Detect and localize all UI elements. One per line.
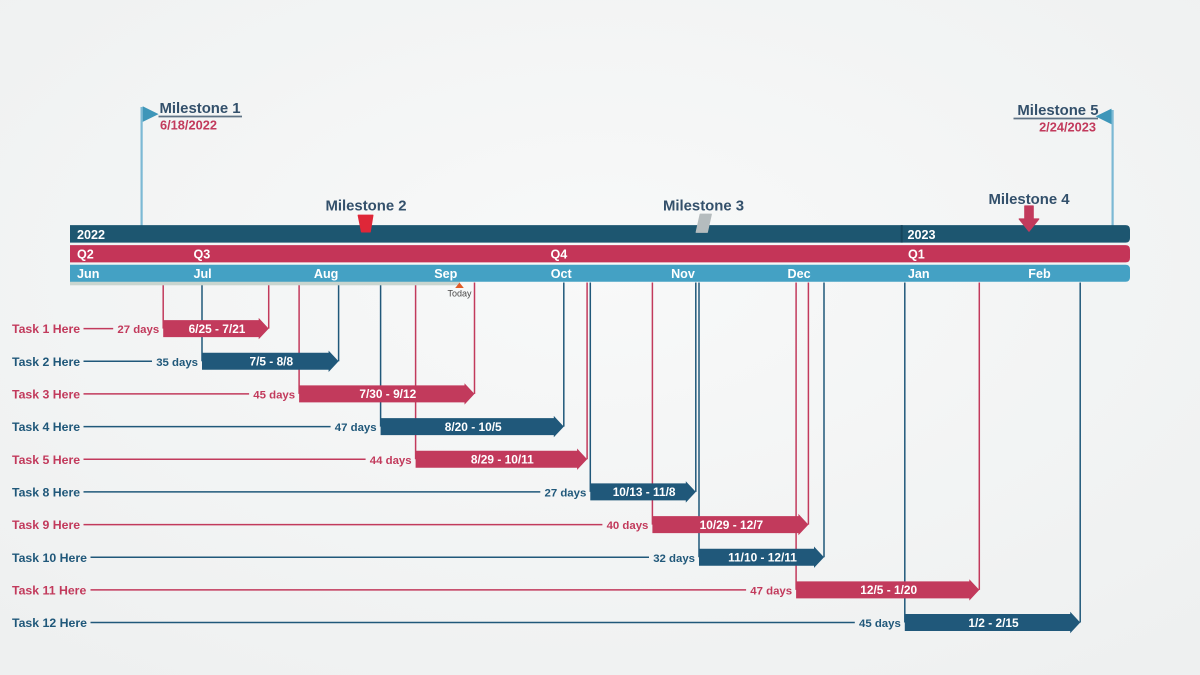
svg-text:Q4: Q4 xyxy=(551,248,568,262)
svg-text:45 days: 45 days xyxy=(859,618,901,630)
svg-text:Task 1 Here: Task 1 Here xyxy=(12,322,80,336)
svg-text:27 days: 27 days xyxy=(544,488,586,500)
svg-text:Q2: Q2 xyxy=(77,248,94,262)
svg-text:2022: 2022 xyxy=(77,228,105,242)
svg-text:Task 4 Here: Task 4 Here xyxy=(12,420,80,434)
svg-text:6/18/2022: 6/18/2022 xyxy=(160,118,217,133)
svg-text:8/29 - 10/11: 8/29 - 10/11 xyxy=(471,453,534,467)
svg-text:Milestone 3: Milestone 3 xyxy=(663,199,744,215)
svg-text:45 days: 45 days xyxy=(253,390,295,402)
svg-text:Milestone 5: Milestone 5 xyxy=(1017,103,1098,119)
svg-text:44 days: 44 days xyxy=(370,455,412,467)
svg-text:47 days: 47 days xyxy=(750,586,792,598)
svg-text:Milestone 4: Milestone 4 xyxy=(988,192,1070,208)
svg-text:Task 5 Here: Task 5 Here xyxy=(12,453,80,467)
svg-text:10/29 - 12/7: 10/29 - 12/7 xyxy=(700,518,764,532)
svg-text:Today: Today xyxy=(447,289,472,299)
svg-text:Nov: Nov xyxy=(671,267,695,281)
svg-text:Task 11 Here: Task 11 Here xyxy=(12,584,86,598)
svg-text:Task 12 Here: Task 12 Here xyxy=(12,616,87,630)
svg-text:Milestone 1: Milestone 1 xyxy=(160,101,241,117)
svg-text:35 days: 35 days xyxy=(156,357,198,369)
svg-text:8/20 - 10/5: 8/20 - 10/5 xyxy=(445,420,502,434)
svg-text:Task 9 Here: Task 9 Here xyxy=(12,518,80,532)
svg-text:Oct: Oct xyxy=(551,267,573,281)
svg-text:47 days: 47 days xyxy=(335,422,377,434)
svg-text:2023: 2023 xyxy=(908,228,936,242)
svg-text:Q1: Q1 xyxy=(908,248,925,262)
svg-text:Task 8 Here: Task 8 Here xyxy=(12,486,80,500)
svg-text:Sep: Sep xyxy=(434,267,457,281)
svg-text:40 days: 40 days xyxy=(607,520,649,532)
svg-text:12/5 - 1/20: 12/5 - 1/20 xyxy=(860,583,917,597)
svg-text:32 days: 32 days xyxy=(653,553,695,565)
svg-text:2/24/2023: 2/24/2023 xyxy=(1039,120,1096,135)
svg-text:Feb: Feb xyxy=(1028,267,1051,281)
svg-text:Task 3 Here: Task 3 Here xyxy=(12,388,80,402)
svg-text:Task 10 Here: Task 10 Here xyxy=(12,551,87,565)
svg-text:1/2 - 2/15: 1/2 - 2/15 xyxy=(968,616,1019,630)
svg-text:11/10 - 12/11: 11/10 - 12/11 xyxy=(728,551,797,565)
svg-text:27 days: 27 days xyxy=(117,324,159,336)
svg-text:7/5 - 8/8: 7/5 - 8/8 xyxy=(249,355,293,369)
svg-text:Q3: Q3 xyxy=(194,248,211,262)
svg-text:10/13 - 11/8: 10/13 - 11/8 xyxy=(613,485,676,499)
svg-text:7/30 - 9/12: 7/30 - 9/12 xyxy=(359,387,416,401)
svg-text:Jan: Jan xyxy=(908,267,930,281)
svg-text:Aug: Aug xyxy=(314,267,338,281)
svg-text:Dec: Dec xyxy=(788,267,811,281)
svg-text:Milestone 2: Milestone 2 xyxy=(325,199,406,215)
svg-text:6/25 - 7/21: 6/25 - 7/21 xyxy=(189,322,246,336)
svg-text:Jun: Jun xyxy=(77,267,99,281)
svg-text:Task 2 Here: Task 2 Here xyxy=(12,355,80,369)
svg-text:Jul: Jul xyxy=(193,267,211,281)
